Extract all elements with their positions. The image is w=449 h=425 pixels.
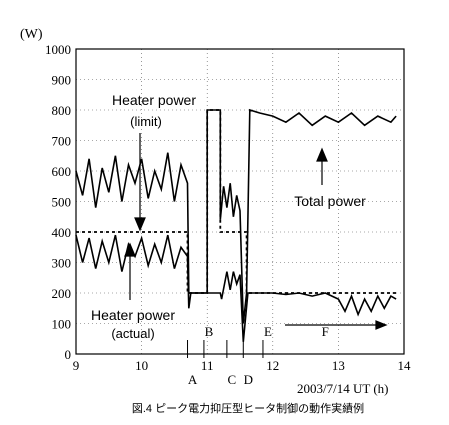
total-power-label: Total power [294,193,366,209]
heater-actual-label-line2: (actual) [111,326,154,341]
x-axis-label: 2003/7/14 UT (h) [297,381,388,396]
series-total-power [75,108,397,324]
y-tick-label: 400 [52,225,72,240]
y-tick-label: 500 [52,195,72,210]
y-tick-label: 700 [52,134,72,149]
x-tick-label: 10 [135,358,148,373]
y-tick-label: 0 [65,347,72,362]
heater-limit-label-line2: (limit) [130,114,162,129]
y-tick-label: 200 [52,286,72,301]
y-tick-label: 300 [52,256,72,271]
x-tick-label: 14 [398,358,412,373]
tick-labels: 0 100 200 300 400 500 600 700 800 900 1000 9 10 11 12 1… [45,42,411,373]
event-markers: A B C D E F [187,324,329,387]
y-tick-label: 900 [52,73,72,88]
series-layer [75,108,397,342]
y-tick-label: 600 [52,164,72,179]
event-label-B: B [205,324,214,339]
event-label-F: F [322,324,329,339]
series-heater-actual [75,234,397,342]
y-tick-label: 100 [52,317,72,332]
y-tick-label: 800 [52,103,72,118]
y-tick-label: 1000 [45,42,71,57]
arrow-f-head [375,320,388,330]
event-label-D: D [244,372,253,387]
figure-caption: 図.4 ピーク電力抑圧型ヒータ制御の動作実績例 [132,401,364,415]
event-label-E: E [264,324,272,339]
plot-frame [75,48,405,355]
heater-limit-label-line1: Heater power [112,92,196,108]
heater-actual-label-line1: Heater power [91,307,175,323]
arrow-limit-head [134,217,146,232]
x-tick-label: 12 [266,358,279,373]
event-label-C: C [228,372,237,387]
x-tick-label: 13 [332,358,345,373]
arrow-actual-head [124,242,136,257]
annotation-arrows [124,133,388,330]
event-label-A: A [188,372,198,387]
arrow-total-head [316,147,328,162]
x-tick-label: 11 [201,358,214,373]
y-axis-label: (W) [20,27,43,42]
x-tick-label: 9 [73,358,80,373]
